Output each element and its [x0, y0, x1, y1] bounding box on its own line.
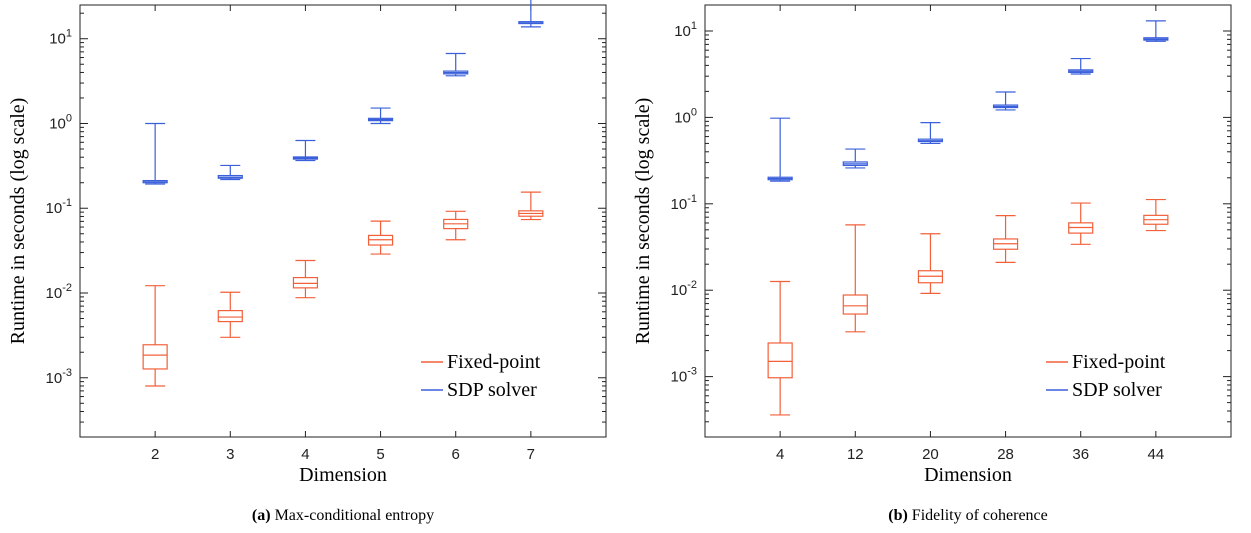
legend-label: SDP solver — [447, 379, 537, 401]
box-fixed-point — [443, 210, 469, 241]
box-sdp-solver — [1143, 20, 1169, 42]
x-tick-label: 4 — [776, 446, 784, 463]
y-tick-label: 10-2 — [46, 282, 72, 302]
y-tick-label: 10-1 — [46, 197, 72, 217]
box-fixed-point — [1068, 202, 1094, 245]
y-tick-exponent: -3 — [687, 366, 697, 378]
y-tick-base: 10 — [671, 282, 688, 299]
legend-label: Fixed-point — [1072, 351, 1166, 373]
box-fixed-point — [842, 224, 868, 333]
box-sdp-solver — [367, 107, 394, 125]
y-tick-label: 101 — [49, 28, 72, 48]
plot-frame — [704, 4, 1232, 438]
panel-caption: (b) Fidelity of coherence — [888, 507, 1048, 524]
y-tick-base: 10 — [49, 115, 66, 132]
box-iqr — [217, 309, 243, 323]
box-sdp-solver — [767, 117, 793, 182]
box-iqr — [292, 276, 319, 289]
x-tick-label: 5 — [376, 446, 384, 463]
y-tick-exponent: -3 — [62, 367, 72, 379]
box-fixed-point — [217, 291, 243, 338]
box-sdp-solver — [518, 0, 544, 28]
y-tick-label: 10-3 — [671, 366, 697, 386]
x-tick-label: 28 — [997, 446, 1014, 463]
y-tick-label: 10-2 — [671, 279, 697, 299]
box-sdp-solver — [917, 122, 944, 145]
box-iqr — [142, 344, 168, 370]
y-tick-base: 10 — [671, 196, 688, 213]
x-tick-label: 20 — [922, 446, 939, 463]
box-sdp-solver — [443, 52, 469, 77]
y-tick-exponent: -1 — [687, 193, 697, 205]
y-tick-label: 10-1 — [671, 193, 697, 213]
box-fixed-point — [992, 215, 1019, 263]
box-sdp-solver — [142, 122, 168, 185]
y-tick-base: 10 — [674, 23, 691, 40]
y-axis-label: Runtime in seconds (log scale) — [7, 98, 29, 345]
caption-text: Fidelity of coherence — [912, 507, 1048, 524]
caption-label: (b) — [888, 507, 908, 524]
y-tick-exponent: 1 — [66, 28, 72, 40]
y-tick-label: 100 — [49, 112, 72, 132]
y-tick-exponent: 1 — [691, 20, 697, 32]
x-tick-label: 2 — [151, 446, 159, 463]
y-tick-label: 101 — [674, 20, 697, 40]
y-tick-exponent: -1 — [62, 197, 72, 209]
box-sdp-solver — [292, 139, 319, 162]
box-sdp-solver — [992, 91, 1019, 111]
box-fixed-point — [367, 220, 394, 255]
y-tick-exponent: 0 — [66, 112, 72, 124]
x-axis-label: Dimension — [924, 464, 1012, 486]
y-tick-exponent: -2 — [687, 279, 697, 291]
y-tick-label: 10-3 — [46, 367, 72, 387]
box-fixed-point — [292, 259, 319, 299]
panel-caption: (a) Max-conditional entropy — [252, 507, 434, 524]
x-tick-label: 36 — [1072, 446, 1089, 463]
y-tick-exponent: -2 — [62, 282, 72, 294]
y-tick-base: 10 — [671, 369, 688, 386]
caption-text: Max-conditional entropy — [275, 507, 435, 524]
x-tick-label: 7 — [527, 446, 535, 463]
box-fixed-point — [1143, 198, 1169, 232]
caption-label: (a) — [252, 507, 271, 524]
y-axis-label: Runtime in seconds (log scale) — [632, 98, 654, 345]
x-tick-label: 6 — [452, 446, 460, 463]
y-tick-label: 100 — [674, 106, 697, 126]
x-tick-label: 4 — [301, 446, 309, 463]
box-fixed-point — [767, 280, 793, 416]
y-tick-base: 10 — [674, 109, 691, 126]
y-tick-exponent: 0 — [691, 106, 697, 118]
x-tick-label: 12 — [847, 446, 864, 463]
y-tick-base: 10 — [46, 285, 63, 302]
x-tick-label: 3 — [226, 446, 234, 463]
box-sdp-solver — [1068, 57, 1094, 75]
x-tick-label: 44 — [1148, 446, 1165, 463]
legend-label: SDP solver — [1072, 379, 1162, 401]
y-tick-base: 10 — [46, 370, 63, 387]
box-sdp-solver — [217, 164, 243, 181]
box-iqr — [842, 294, 868, 315]
x-axis-label: Dimension — [299, 464, 387, 486]
box-sdp-solver — [842, 148, 868, 169]
legend-label: Fixed-point — [447, 351, 541, 373]
y-tick-base: 10 — [49, 31, 66, 48]
box-fixed-point — [917, 233, 944, 294]
box-fixed-point — [142, 285, 168, 387]
box-fixed-point — [518, 191, 544, 221]
y-tick-base: 10 — [46, 200, 63, 217]
box-iqr — [767, 342, 793, 379]
